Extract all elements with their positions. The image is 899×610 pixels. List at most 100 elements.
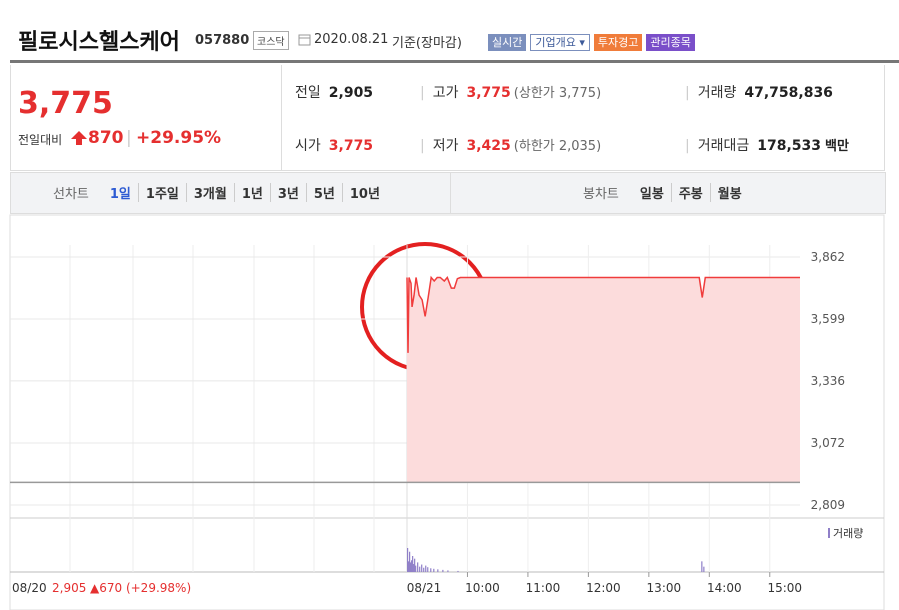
volume-bar (408, 561, 410, 572)
company-button[interactable]: 기업개요 ▾ (530, 34, 590, 51)
stat-label: 저가 (432, 138, 459, 154)
prev-day-change: ▲670 (+29.98%) (90, 581, 191, 595)
stat: | 거래대금 178,533 백만 (685, 135, 849, 155)
realtime-button[interactable]: 실시간 (488, 34, 527, 51)
stat-label: 전일 (295, 85, 321, 101)
tab[interactable]: 1년 (233, 182, 270, 202)
date: 2020.08.21 (314, 32, 389, 47)
tab[interactable]: 3년 (269, 182, 306, 202)
volume-bar (417, 562, 419, 572)
y-tick-label: 3,336 (811, 374, 845, 388)
stat: | 거래량 47,758,836 (685, 82, 833, 102)
day-label: 08/21 (407, 581, 442, 595)
market-badge: 코스닥 (253, 31, 289, 50)
volume-bar (413, 564, 415, 572)
stat: | 고가 3,775 (상한가 3,775) (420, 82, 602, 102)
volume-legend: 거래량 (833, 527, 863, 540)
tab[interactable]: 일봉 (639, 186, 664, 202)
stat: | 저가 3,425 (하한가 2,035) (420, 135, 602, 155)
line-tabs: 선차트 1일 1주일 3개월 1년 3년 5년 10년 (46, 172, 387, 212)
volume-bar (430, 568, 432, 572)
y-tick-label: 3,599 (811, 312, 845, 326)
volume-bar (427, 567, 429, 572)
stat-label: 시가 (295, 138, 321, 154)
change-label: 전일대비 (18, 133, 63, 147)
prev-day-label: 08/20 (12, 581, 47, 595)
volume-bar (419, 566, 421, 572)
stat-value: 178,533 (757, 138, 822, 154)
price: 3,775 (18, 86, 113, 121)
separator: | (685, 85, 690, 101)
volume-bar (457, 570, 459, 572)
tab-divider (450, 173, 451, 213)
volume-bar (425, 565, 427, 572)
y-tick-label: 2,809 (811, 498, 845, 512)
separator: | (685, 138, 690, 154)
stat-value: 3,775 (466, 85, 511, 101)
tab[interactable]: 3개월 (185, 182, 234, 202)
volume-bar (701, 561, 703, 572)
x-tick-label: 14:00 (707, 581, 742, 595)
tab-bar (10, 172, 886, 214)
prev-day-close: 2,905 (52, 581, 86, 595)
candle-tabs: 봉차트 일봉 주봉 월봉 (576, 172, 749, 212)
tab[interactable]: 주봉 (670, 182, 710, 202)
header-rule (10, 60, 899, 63)
x-tick-label: 15:00 (767, 581, 802, 595)
tab[interactable]: 10년 (341, 182, 387, 202)
tab[interactable]: 1일 (109, 186, 131, 202)
tab-label: 봉차트 (583, 186, 619, 202)
stock-code: 057880 (195, 33, 250, 48)
volume-bar (414, 558, 416, 572)
change: 870 (88, 128, 124, 148)
separator: | (126, 128, 132, 148)
separator: | (420, 85, 425, 101)
tab-label: 선차트 (53, 186, 89, 202)
x-tick-label: 10:00 (465, 581, 500, 595)
y-tick-label: 3,862 (811, 250, 845, 264)
stat-value: 3,425 (466, 138, 511, 154)
chart-frame (9, 214, 885, 610)
stat-value: 3,775 (328, 138, 374, 154)
tab[interactable]: 월봉 (709, 182, 749, 202)
volume-bar (407, 548, 409, 572)
quote-box (10, 65, 282, 171)
volume-bar (703, 566, 705, 572)
stat-value: 47,758,836 (744, 85, 833, 101)
rate: +29.95% (136, 128, 222, 148)
volume-bar (409, 551, 411, 572)
prev-day-grid (69, 245, 375, 572)
y-tick-label: 3,072 (811, 436, 845, 450)
managed-badge: 관리종목 (646, 34, 695, 51)
stat: 시가 3,775 (295, 135, 373, 155)
stat-value: 2,905 (328, 85, 374, 101)
stat-note: (하한가 2,035) (513, 139, 602, 154)
volume-bar (421, 564, 423, 572)
volume-bar (411, 560, 413, 572)
stat-label: 고가 (432, 85, 459, 101)
tab[interactable]: 5년 (305, 182, 342, 202)
volume-bar (437, 569, 439, 572)
volume-bar (442, 569, 444, 572)
status: 기준(장마감) (392, 36, 462, 51)
stat-label: 거래량 (697, 85, 737, 101)
x-tick-label: 12:00 (586, 581, 621, 595)
stat-note: (상한가 3,775) (513, 86, 602, 101)
x-tick-label: 11:00 (526, 581, 561, 595)
warning-badge: 투자경고 (593, 34, 643, 51)
tab[interactable]: 1주일 (137, 182, 186, 202)
stock-name: 필로시스헬스케어 (18, 30, 180, 55)
separator: | (420, 138, 425, 154)
stats-box (280, 65, 885, 171)
company-label: 기업개요 (535, 36, 576, 49)
price-line (406, 275, 800, 353)
header-buttons: 실시간 기업개요 ▾ 투자경고 관리종목 (488, 31, 699, 51)
volume-bar (433, 568, 435, 572)
calendar-icon (298, 34, 311, 46)
x-tick-label: 13:00 (647, 581, 682, 595)
volume-bar (447, 570, 449, 572)
stat-label: 거래대금 (697, 138, 750, 154)
up-arrow (71, 131, 87, 145)
stat: 전일 2,905 (295, 82, 373, 102)
